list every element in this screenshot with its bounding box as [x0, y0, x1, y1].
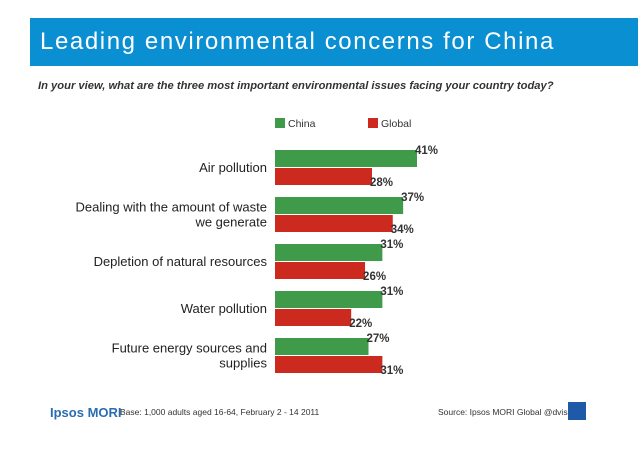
category-label: Water pollution: [181, 301, 267, 316]
bar-global: [275, 262, 366, 279]
base-note: Base: 1,000 adults aged 16-64, February …: [120, 407, 320, 417]
source-note: Source: Ipsos MORI Global @dvisor: [438, 407, 576, 417]
data-label-china: 37%: [401, 192, 424, 204]
data-label-global: 26%: [363, 271, 386, 283]
legend-swatch-china: [275, 118, 285, 128]
category-label: supplies: [219, 356, 267, 371]
ipsos-badge-icon: [568, 402, 586, 420]
category-label: Air pollution: [199, 160, 267, 175]
data-label-china: 31%: [380, 286, 403, 298]
ipsos-mori-logo: Ipsos MORI: [50, 405, 122, 420]
legend-label-global: Global: [381, 118, 411, 130]
bar-china: [275, 291, 383, 308]
page-title: Leading environmental concerns for China: [40, 28, 555, 55]
data-label-global: 28%: [370, 177, 393, 189]
data-label-china: 41%: [415, 145, 438, 157]
category-label: Dealing with the amount of waste: [76, 200, 268, 215]
legend-label-china: China: [288, 118, 316, 130]
data-label-global: 22%: [349, 318, 372, 330]
bar-china: [275, 244, 383, 261]
title-banner: Leading environmental concerns for China: [30, 18, 638, 66]
bar-global: [275, 168, 372, 185]
bar-china: [275, 338, 369, 355]
question-subtitle: In your view, what are the three most im…: [38, 80, 554, 92]
bar-global: [275, 309, 352, 326]
data-label-global: 31%: [380, 365, 403, 377]
category-label: Future energy sources and: [112, 341, 267, 356]
data-label-china: 27%: [367, 333, 390, 345]
category-label: we generate: [194, 215, 267, 230]
bar-global: [275, 356, 383, 373]
bar-china: [275, 150, 417, 167]
data-label-global: 34%: [391, 224, 414, 236]
legend-swatch-global: [368, 118, 378, 128]
bar-global: [275, 215, 393, 232]
data-label-china: 31%: [380, 239, 403, 251]
category-label: Depletion of natural resources: [94, 254, 268, 269]
bar-china: [275, 197, 404, 214]
